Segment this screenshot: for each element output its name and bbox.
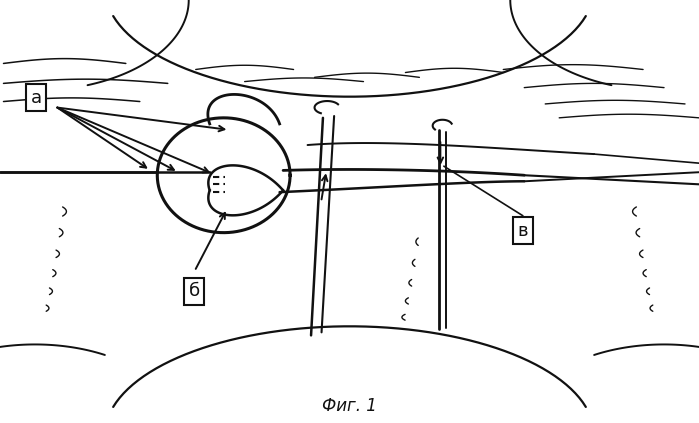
Text: в: в — [517, 222, 528, 240]
Text: Фиг. 1: Фиг. 1 — [322, 397, 377, 415]
Text: а: а — [31, 89, 42, 107]
Text: б: б — [189, 282, 200, 300]
